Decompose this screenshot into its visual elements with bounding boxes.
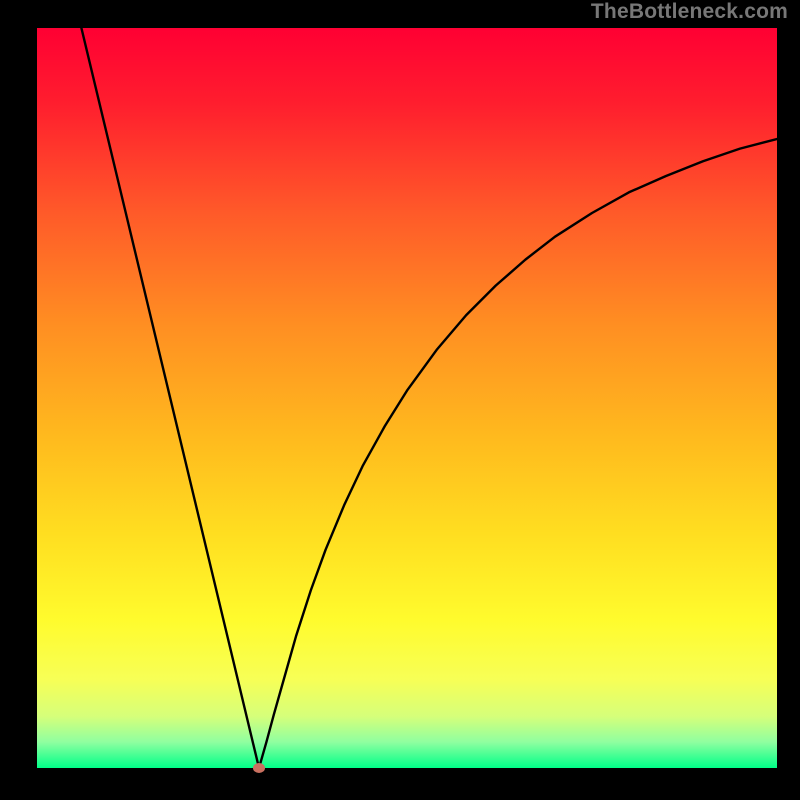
vertex-marker [253,763,265,773]
chart-container: TheBottleneck.com [0,0,800,800]
gradient-background [37,28,777,768]
plot-area [37,28,777,768]
watermark-text: TheBottleneck.com [591,0,788,24]
